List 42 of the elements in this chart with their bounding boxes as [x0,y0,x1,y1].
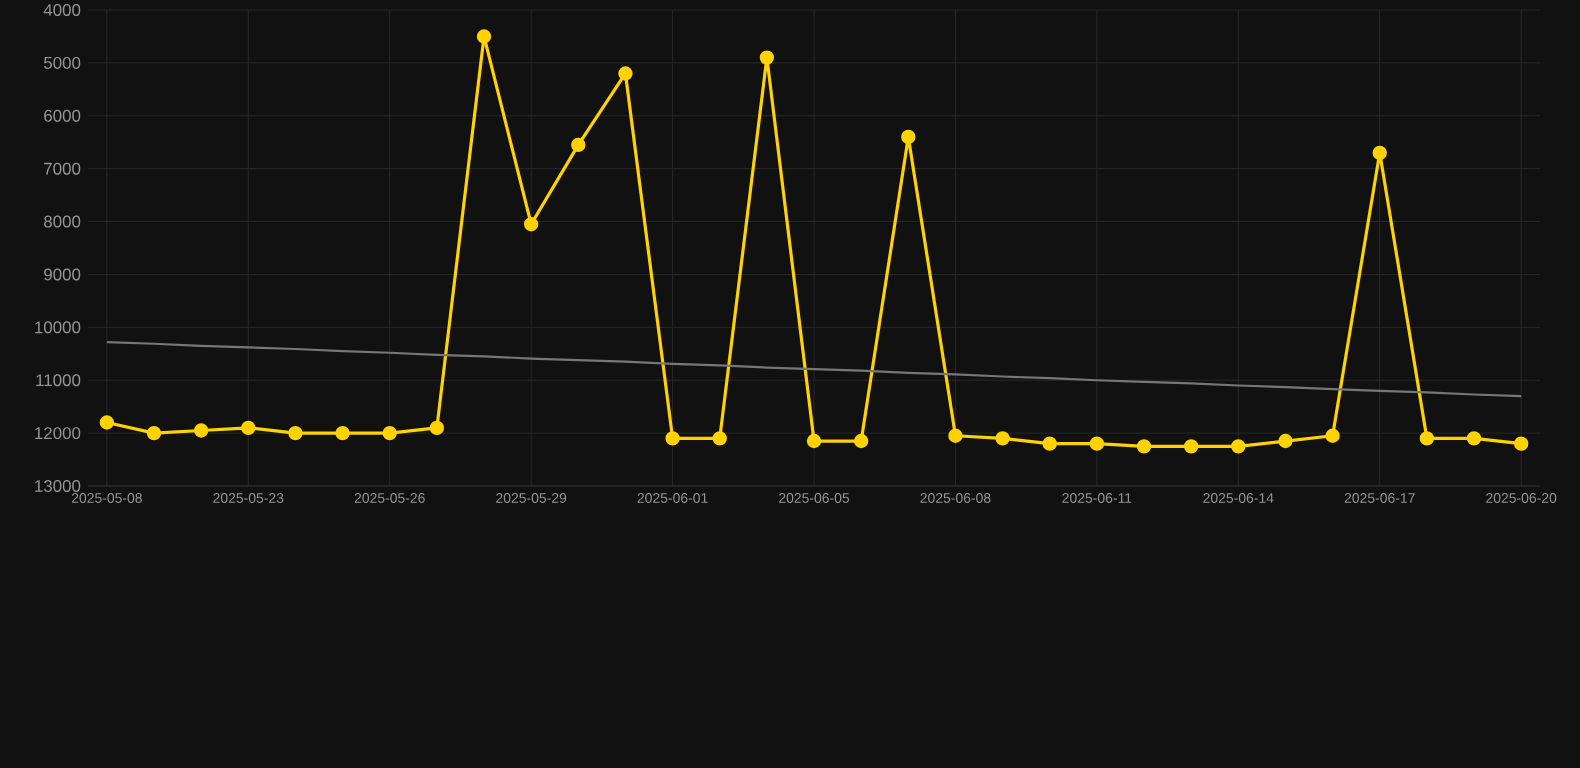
point [901,129,916,145]
y-tick-label: 6000 [44,109,81,122]
point [1514,436,1529,451]
point [335,425,350,441]
point [146,425,162,441]
y-tick-label: 9000 [44,268,81,281]
y-tick-label: 10000 [35,321,81,334]
y-tick-label: 5000 [43,56,81,69]
line-series [105,341,1523,398]
point [1089,436,1105,451]
point [1183,439,1199,454]
point [193,423,209,438]
y-tick-label: 7000 [44,162,81,175]
point [995,431,1010,446]
point [665,431,680,446]
point [382,425,397,441]
point [759,50,775,65]
point [476,29,492,44]
point [571,137,586,153]
y-tick-label: 13000 [35,480,81,492]
point [1372,145,1387,160]
point [1419,431,1435,446]
point [806,433,822,449]
point [1466,431,1482,446]
y-tick-label: 12000 [35,427,81,440]
y-tick-label: 4000 [43,4,81,16]
point [948,428,963,443]
point [288,425,303,441]
y-tick-label: 8000 [44,215,81,228]
point [853,433,869,449]
point [429,420,445,436]
point [1325,428,1340,443]
point [712,431,727,446]
point [1278,433,1293,449]
point [241,420,256,436]
point [618,66,633,81]
y-tick-label: 11000 [36,374,81,387]
point [523,217,539,232]
point [1136,439,1152,454]
point [99,415,115,430]
point [1231,439,1246,454]
point [1042,436,1057,451]
